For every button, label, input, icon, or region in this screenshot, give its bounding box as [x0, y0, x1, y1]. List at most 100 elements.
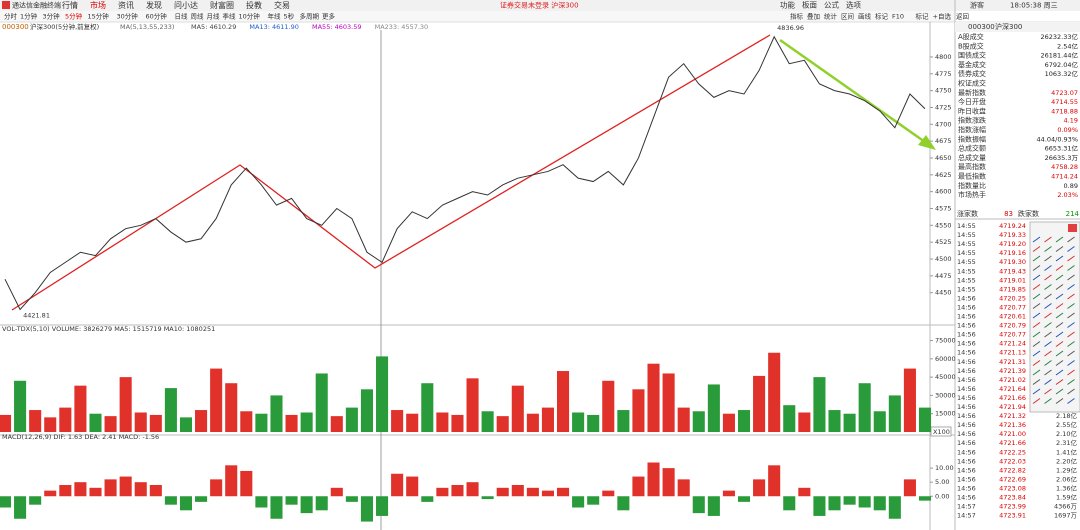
- period-tab[interactable]: 分时: [4, 12, 18, 21]
- menu-item[interactable]: 板面: [802, 0, 817, 10]
- menu-item[interactable]: 市场: [90, 0, 106, 10]
- draw-tool[interactable]: [1032, 331, 1041, 338]
- draw-tool[interactable]: [1055, 236, 1064, 243]
- draw-tool[interactable]: [1044, 350, 1052, 357]
- draw-tool[interactable]: [1044, 322, 1052, 328]
- period-tab[interactable]: 3分钟: [43, 12, 61, 21]
- menu-item[interactable]: 资讯: [118, 0, 134, 10]
- draw-tool[interactable]: [1055, 331, 1064, 338]
- draw-tool[interactable]: [1067, 284, 1075, 290]
- draw-tool[interactable]: [1032, 360, 1041, 366]
- draw-tool[interactable]: [1055, 388, 1064, 395]
- tool-button[interactable]: 区间: [841, 13, 854, 21]
- menu-item[interactable]: 功能: [780, 0, 795, 10]
- draw-tool[interactable]: [1044, 341, 1052, 347]
- draw-tool[interactable]: [1055, 350, 1064, 357]
- draw-tool[interactable]: [1032, 265, 1041, 271]
- draw-tool[interactable]: [1055, 341, 1064, 347]
- draw-tool[interactable]: [1032, 303, 1041, 309]
- draw-tool[interactable]: [1032, 246, 1041, 252]
- draw-tool[interactable]: [1044, 398, 1052, 404]
- menu-item[interactable]: 问小达: [174, 0, 198, 10]
- draw-tool[interactable]: [1055, 265, 1064, 271]
- menu-item[interactable]: 财富圈: [210, 0, 234, 10]
- draw-tool[interactable]: [1044, 236, 1052, 243]
- draw-tool[interactable]: [1055, 360, 1064, 366]
- draw-tool[interactable]: [1067, 322, 1075, 328]
- period-tab[interactable]: 30分钟: [117, 12, 139, 21]
- draw-tool[interactable]: [1055, 284, 1064, 290]
- draw-tool[interactable]: [1055, 398, 1064, 404]
- draw-tool[interactable]: [1067, 312, 1075, 319]
- draw-tool[interactable]: [1044, 255, 1052, 262]
- period-tab[interactable]: 5秒: [284, 12, 295, 21]
- draw-tool[interactable]: [1044, 360, 1052, 366]
- period-tab[interactable]: 周线: [191, 12, 205, 21]
- draw-tool[interactable]: [1044, 246, 1052, 252]
- draw-tool[interactable]: [1044, 265, 1052, 271]
- draw-tool[interactable]: [1044, 274, 1052, 281]
- draw-tool[interactable]: [1044, 284, 1052, 290]
- draw-tool[interactable]: [1067, 331, 1075, 338]
- draw-tool[interactable]: [1044, 293, 1052, 300]
- period-tab[interactable]: 15分钟: [88, 12, 110, 21]
- draw-tool[interactable]: [1032, 379, 1041, 385]
- period-tab[interactable]: 1分钟: [20, 12, 38, 21]
- draw-tool[interactable]: [1067, 379, 1075, 385]
- draw-tool[interactable]: [1067, 350, 1075, 357]
- draw-tool[interactable]: [1067, 274, 1075, 281]
- tool-button[interactable]: +自选: [933, 12, 952, 21]
- tool-button[interactable]: 标记: [875, 12, 889, 21]
- menu-item[interactable]: 交易: [274, 0, 290, 10]
- draw-tool[interactable]: [1055, 303, 1064, 309]
- draw-tool[interactable]: [1055, 293, 1064, 300]
- menu-item[interactable]: 行情: [62, 0, 78, 10]
- tool-button[interactable]: 指标: [790, 12, 804, 21]
- tool-button[interactable]: 返回: [956, 13, 969, 21]
- period-tab[interactable]: 季线: [223, 12, 237, 21]
- menu-item[interactable]: 公式: [824, 0, 839, 10]
- draw-tool[interactable]: [1032, 388, 1041, 395]
- menu-item[interactable]: 投教: [246, 0, 262, 10]
- tool-button[interactable]: 统计: [824, 12, 838, 21]
- draw-tool[interactable]: [1067, 293, 1075, 300]
- tool-button[interactable]: F10: [892, 13, 904, 21]
- draw-tool[interactable]: [1055, 255, 1064, 262]
- draw-tool[interactable]: [1032, 350, 1041, 357]
- draw-tool[interactable]: [1055, 379, 1064, 385]
- period-tab[interactable]: 更多: [322, 12, 336, 21]
- draw-tool[interactable]: [1055, 274, 1064, 281]
- period-tab[interactable]: 日线: [175, 12, 189, 21]
- menu-item[interactable]: 选项: [846, 0, 861, 10]
- period-tab[interactable]: 60分钟: [146, 12, 168, 21]
- period-tab[interactable]: 10分钟: [239, 12, 261, 21]
- draw-tool[interactable]: [1044, 331, 1052, 338]
- draw-tool[interactable]: [1044, 388, 1052, 395]
- draw-tool[interactable]: [1032, 322, 1041, 328]
- draw-tool[interactable]: [1067, 236, 1075, 243]
- menu-item[interactable]: 发现: [146, 0, 162, 10]
- draw-tool[interactable]: [1044, 312, 1052, 319]
- tool-button[interactable]: 标记: [916, 12, 930, 21]
- draw-tool[interactable]: [1055, 312, 1064, 319]
- draw-tool[interactable]: [1055, 246, 1064, 252]
- draw-tool[interactable]: [1032, 284, 1041, 290]
- draw-tool[interactable]: [1032, 398, 1041, 404]
- tool-button[interactable]: 画线: [858, 12, 872, 21]
- draw-tool[interactable]: [1044, 379, 1052, 385]
- period-tab[interactable]: 月线: [207, 12, 221, 21]
- draw-tool[interactable]: [1044, 369, 1052, 376]
- draw-tool[interactable]: [1067, 246, 1075, 252]
- draw-tool[interactable]: [1055, 322, 1064, 328]
- draw-tool[interactable]: [1055, 369, 1064, 376]
- period-tab[interactable]: 5分钟: [65, 12, 83, 21]
- draw-tool[interactable]: [1067, 369, 1075, 376]
- tool-button[interactable]: 叠加: [807, 12, 820, 21]
- draw-tool[interactable]: [1067, 360, 1075, 366]
- draw-tool[interactable]: [1032, 255, 1041, 262]
- draw-tool[interactable]: [1067, 265, 1075, 271]
- draw-tool[interactable]: [1032, 312, 1041, 319]
- draw-tool[interactable]: [1067, 388, 1075, 395]
- draw-tool[interactable]: [1067, 303, 1075, 309]
- draw-tool[interactable]: [1067, 398, 1075, 404]
